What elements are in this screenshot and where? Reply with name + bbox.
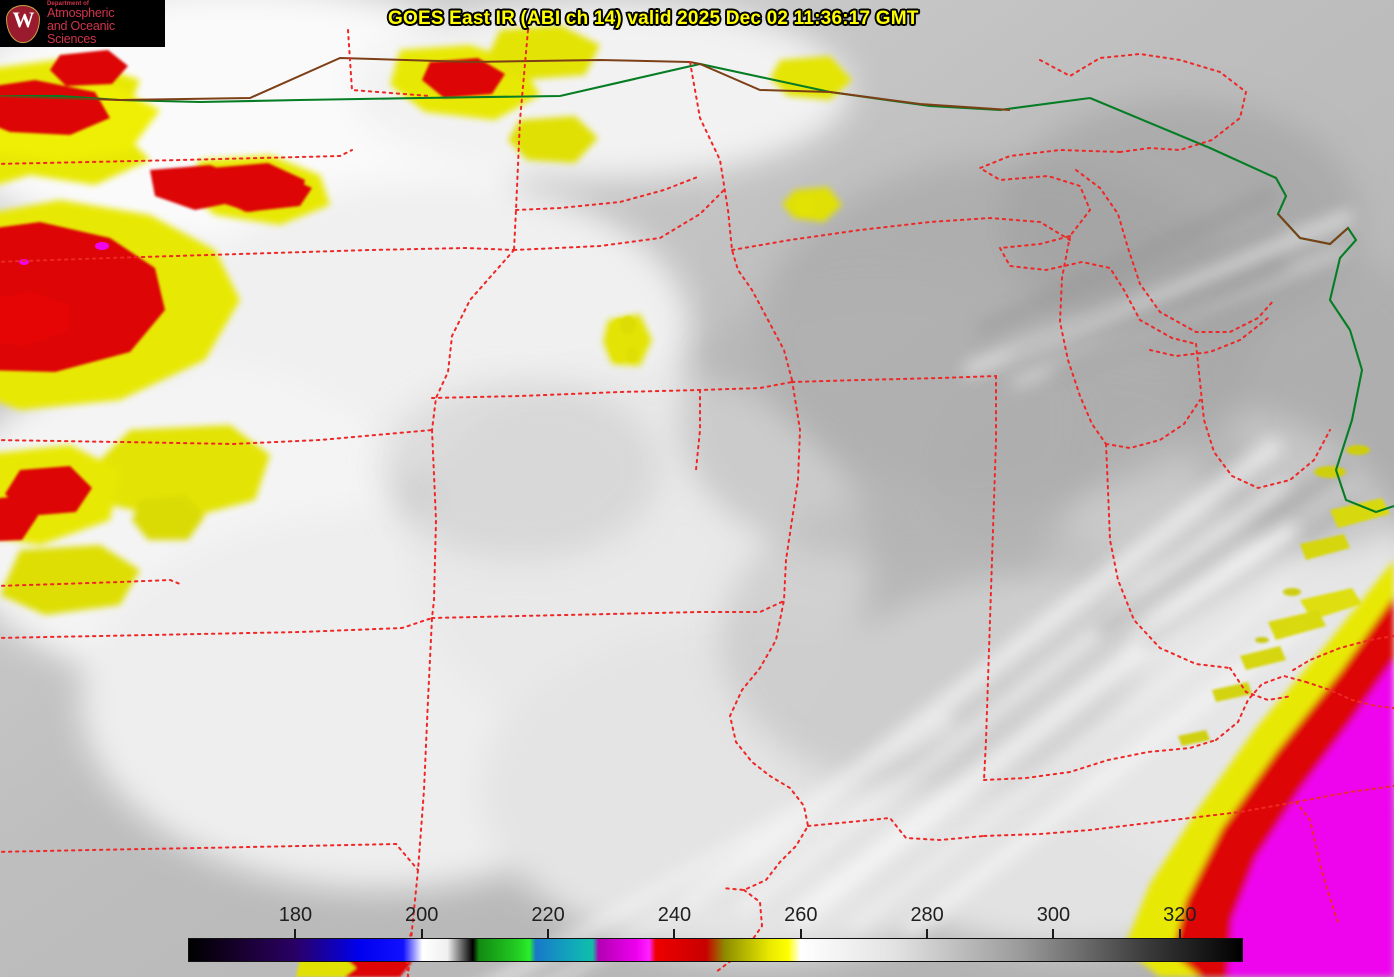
logo-text-block: Department of Atmospheric and Oceanic Sc… (47, 1, 165, 45)
colorbar-gradient (188, 938, 1243, 962)
logo-name-line-1: Atmospheric (47, 6, 115, 21)
logo-name-line-2: and Oceanic Sciences (47, 19, 115, 46)
crest-shield-shape (6, 4, 40, 43)
colorbar-tick-label: 200 (405, 904, 439, 926)
colorbar-tick-label: 260 (784, 904, 818, 926)
colorbar-tick (926, 929, 929, 938)
low-cloud-texture (976, 189, 1360, 649)
colorbar-tick (294, 929, 297, 938)
uw-aos-logo: W Department of Atmospheric and Oceanic … (0, 0, 165, 47)
colorbar-tick (673, 929, 676, 938)
colorbar-tick (547, 929, 550, 938)
product-title: GOES East IR (ABI ch 14) valid 2025 Dec … (387, 7, 920, 31)
state-boundaries (0, 29, 1394, 977)
cold-cloud-red (0, 50, 505, 542)
coastline (0, 56, 1349, 246)
crest-w-letter: W (12, 6, 35, 32)
logo-department-label: Department of (47, 1, 89, 8)
colorbar-tick-label: 240 (657, 904, 692, 926)
temperature-colorbar: 180 200 220 240 260 280 300 320 (188, 904, 1243, 962)
colorbar-tick (1052, 929, 1055, 938)
southeast-convective-band (1124, 445, 1394, 977)
colorbar-tick-label: 320 (1163, 904, 1197, 926)
colorbar-tick-label: 300 (1036, 904, 1071, 926)
isolated-cold-cells (609, 197, 816, 362)
colorbar-tick (1178, 929, 1181, 938)
colorbar-tick (420, 929, 423, 938)
colorbar-tick (799, 929, 802, 938)
cold-cloud-magenta-core (19, 242, 109, 265)
colorbar-tick-label: 220 (531, 904, 565, 926)
colorbar-tick-label: 280 (910, 904, 944, 926)
colorbar-tick-label: 180 (278, 904, 313, 926)
uw-crest-icon: W (3, 2, 43, 46)
